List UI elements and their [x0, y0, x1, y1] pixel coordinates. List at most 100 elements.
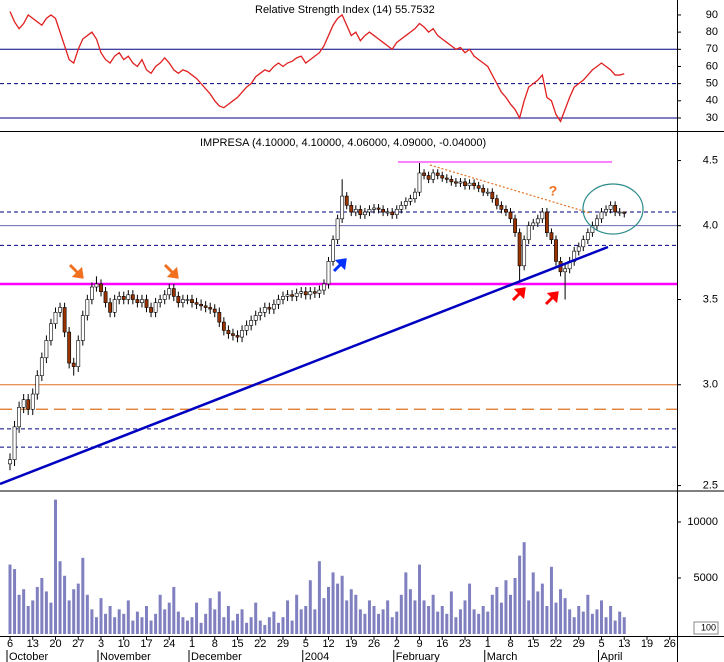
- month-label: November: [100, 651, 151, 662]
- y-tick-label: 4.0: [703, 220, 718, 232]
- candle-body: [544, 211, 549, 233]
- x-tick-label: 5: [303, 638, 309, 650]
- volume-bar: [240, 609, 244, 634]
- volume-bar: [499, 602, 503, 634]
- volume-bar: [67, 600, 71, 634]
- x-tick-label: 16: [436, 638, 448, 650]
- volume-bar: [363, 613, 367, 634]
- month-label: March: [487, 651, 518, 662]
- candle-body: [463, 181, 467, 186]
- month-label: December: [191, 651, 242, 662]
- volume-bar: [595, 609, 599, 634]
- volume-bar: [258, 620, 262, 634]
- candle-body: [490, 191, 495, 200]
- y-tick-label: 5000: [694, 572, 718, 584]
- volume-bar: [90, 609, 94, 634]
- volume-bar: [140, 617, 144, 634]
- volume-bar: [317, 561, 321, 634]
- volume-bar: [249, 617, 253, 634]
- candle-body: [394, 209, 399, 216]
- candle-body: [581, 239, 586, 248]
- candle-body: [162, 294, 167, 300]
- candle-body: [121, 296, 126, 300]
- volume-bar: [372, 606, 376, 634]
- volume-bar: [481, 606, 485, 634]
- candle-body: [362, 211, 367, 216]
- candle-body: [458, 181, 463, 184]
- volume-bar: [72, 589, 76, 634]
- candle-body: [231, 333, 235, 336]
- candle-body: [190, 299, 194, 303]
- volume-bar: [572, 617, 576, 634]
- volume-bar: [586, 594, 590, 634]
- volume-bar: [545, 606, 549, 634]
- arrow: [163, 263, 179, 279]
- x-tick-label: 23: [459, 638, 471, 650]
- volume-bar: [549, 566, 553, 634]
- volume-bar: [540, 583, 544, 634]
- candle-body: [17, 407, 22, 428]
- volume-bar: [163, 609, 167, 634]
- candle-body: [176, 296, 181, 303]
- volume-bar: [245, 622, 249, 634]
- x-tick-label: 2: [394, 638, 400, 650]
- candle-body: [472, 182, 477, 186]
- candle-body: [426, 175, 431, 180]
- candle-body: [276, 299, 281, 305]
- volume-bar: [336, 583, 340, 634]
- candle-body: [590, 225, 595, 233]
- volume-bar: [149, 620, 153, 634]
- volume-bar: [135, 611, 139, 634]
- candle-body: [30, 393, 35, 410]
- volume-bar: [604, 617, 608, 634]
- y-tick-label: 3.5: [703, 293, 718, 305]
- candle-body: [335, 218, 340, 240]
- arrow: [544, 291, 559, 306]
- candle-body: [563, 268, 568, 273]
- x-tick-label: 10: [118, 638, 130, 650]
- candle-body: [358, 209, 363, 216]
- volume-bar: [390, 617, 394, 634]
- candle-body: [372, 207, 376, 210]
- marks: 30 40 50 60 70 80 90 2.5 3.0 3.5 4.0 4.5 5000 10000 6O…: [0, 9, 718, 662]
- candle-body: [390, 211, 395, 216]
- volume-bar: [568, 609, 572, 634]
- candle-body: [8, 459, 12, 465]
- x-tick-label: 8: [507, 638, 513, 650]
- candle-body: [285, 294, 290, 297]
- candle-body: [399, 205, 404, 210]
- volume-bar: [176, 611, 180, 634]
- candle-body: [595, 218, 599, 226]
- volume-bar: [600, 600, 603, 634]
- volume-bar: [381, 609, 385, 634]
- candle-body: [185, 299, 190, 301]
- volume-scale-label: 100: [701, 622, 716, 632]
- candle-body: [613, 205, 618, 213]
- candle-body: [199, 303, 204, 307]
- volume-bar: [195, 602, 199, 634]
- candle-body: [12, 426, 17, 460]
- candle-body: [513, 218, 517, 233]
- candle-body: [221, 321, 226, 331]
- volume-bar: [26, 606, 30, 634]
- volume-bar: [35, 586, 39, 634]
- candle-body: [481, 187, 486, 193]
- candle-body: [422, 172, 426, 176]
- candle-body: [517, 232, 522, 267]
- volume-bar: [267, 617, 271, 634]
- candle-body: [312, 291, 317, 294]
- arrow: [68, 263, 84, 279]
- candle-body: [526, 225, 531, 240]
- volume-bar: [327, 586, 330, 634]
- volume-bar: [490, 594, 494, 634]
- candle-body: [249, 320, 254, 326]
- volume-bar: [49, 602, 53, 634]
- volume-bar: [477, 613, 481, 634]
- volume-bar: [449, 591, 453, 634]
- candle-body: [262, 307, 267, 313]
- candle-body: [604, 209, 608, 213]
- candle-body: [171, 288, 176, 297]
- volume-bar: [158, 594, 162, 634]
